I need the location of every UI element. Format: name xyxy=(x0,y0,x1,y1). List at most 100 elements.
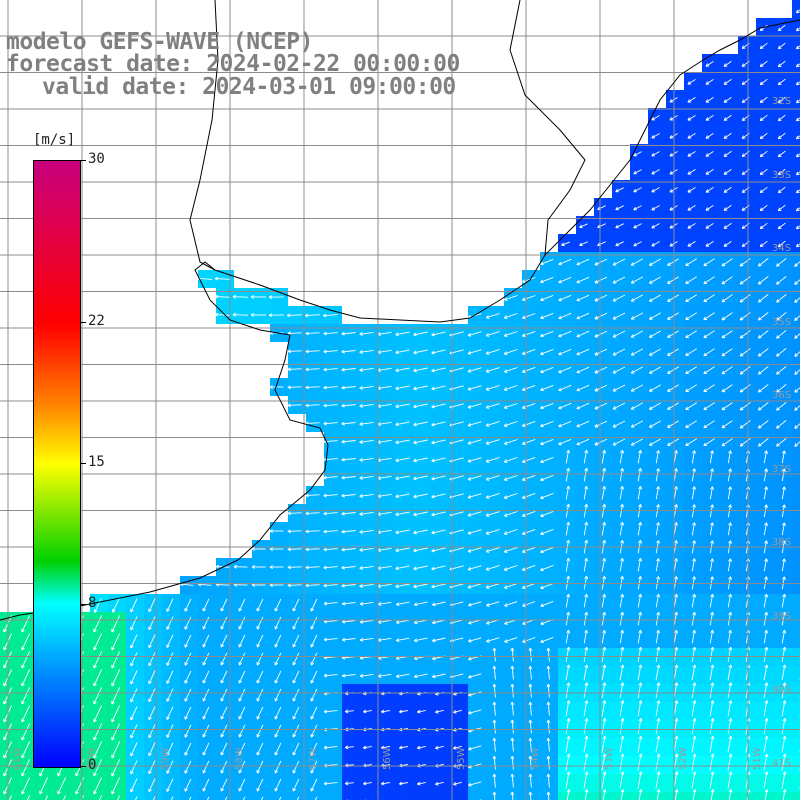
wind-speed-cell xyxy=(468,792,486,800)
wind-arrow xyxy=(202,706,210,720)
wind-arrow xyxy=(292,724,300,738)
longitude-label: 61W xyxy=(12,747,23,770)
wind-arrow xyxy=(238,724,246,738)
wind-arrow xyxy=(630,366,644,374)
wind-arrow xyxy=(485,439,500,445)
wind-arrow xyxy=(256,634,264,648)
wind-arrow xyxy=(268,313,284,318)
wind-arrow xyxy=(655,450,660,464)
wind-speed-cell xyxy=(378,792,396,800)
wind-arrow xyxy=(274,634,282,648)
wind-arrow xyxy=(431,583,446,589)
wind-arrow xyxy=(503,385,518,391)
wind-arrow xyxy=(148,760,156,775)
wind-arrow xyxy=(381,781,390,786)
wind-arrow xyxy=(709,700,715,717)
wind-arrow xyxy=(278,796,282,800)
wind-arrow xyxy=(292,634,300,648)
wind-arrow xyxy=(583,629,589,644)
wind-arrow xyxy=(565,753,571,771)
wind-arrow xyxy=(238,616,246,630)
wind-arrow xyxy=(503,331,518,337)
wind-arrow xyxy=(565,449,571,464)
wind-arrow xyxy=(685,276,697,285)
colorbar-tick-label: 22 xyxy=(88,312,105,329)
wind-arrow xyxy=(492,791,497,800)
wind-arrow xyxy=(184,724,192,738)
latitude-label: 36S xyxy=(772,390,792,401)
wind-arrow xyxy=(723,222,732,229)
wind-arrow xyxy=(521,492,536,500)
wind-arrow xyxy=(341,637,356,642)
wind-arrow xyxy=(148,634,156,649)
wind-arrow xyxy=(757,330,769,339)
wind-arrow xyxy=(238,760,246,774)
wind-arrow xyxy=(268,295,284,300)
wind-arrow xyxy=(521,564,536,572)
wind-arrow xyxy=(727,576,732,590)
wind-arrow xyxy=(673,450,678,464)
wind-speed-cell xyxy=(792,738,800,756)
wind-arrow xyxy=(485,403,500,409)
wind-arrow xyxy=(220,616,228,630)
wind-arrow xyxy=(794,261,800,267)
wind-arrow xyxy=(184,652,192,666)
wind-arrow xyxy=(709,450,714,464)
wind-speed-cell xyxy=(792,342,800,360)
wind-arrow xyxy=(363,709,372,714)
wind-arrow xyxy=(269,565,284,569)
wind-arrow xyxy=(359,637,374,642)
wind-arrow xyxy=(323,709,338,714)
longitude-label: 57W xyxy=(308,747,319,770)
wind-arrow xyxy=(709,664,715,681)
wind-arrow xyxy=(601,557,607,572)
wind-arrow xyxy=(703,366,715,375)
wind-arrow xyxy=(468,673,482,679)
wind-arrow xyxy=(612,312,626,320)
wind-arrow xyxy=(673,611,679,626)
wind-speed-cell xyxy=(792,234,800,252)
wind-arrow xyxy=(705,115,714,121)
wind-arrow xyxy=(709,593,715,608)
wind-arrow xyxy=(540,312,554,320)
wind-arrow xyxy=(721,420,733,429)
wind-arrow xyxy=(359,457,374,462)
wind-arrow xyxy=(633,241,642,247)
wind-arrow xyxy=(757,312,769,321)
wind-arrow xyxy=(781,450,786,464)
wind-arrow xyxy=(431,565,446,571)
wind-arrow xyxy=(323,547,338,552)
wind-arrow xyxy=(777,24,786,32)
wind-speed-cell xyxy=(792,36,800,54)
wind-arrow xyxy=(341,385,356,390)
wind-arrow xyxy=(395,457,410,463)
wind-arrow xyxy=(583,718,589,735)
wind-speed-cell xyxy=(450,792,468,800)
wind-arrow xyxy=(763,593,769,608)
wind-arrow xyxy=(565,700,571,717)
wind-arrow xyxy=(395,385,410,391)
wind-arrow xyxy=(687,169,696,175)
wind-arrow xyxy=(170,796,174,800)
wind-arrow xyxy=(130,706,138,721)
wind-arrow xyxy=(558,384,572,392)
wind-arrow xyxy=(558,294,572,302)
wind-arrow xyxy=(256,652,264,666)
wind-arrow xyxy=(781,700,787,717)
wind-arrow xyxy=(687,187,696,193)
wind-arrow xyxy=(27,795,31,800)
wind-arrow xyxy=(583,735,589,753)
wind-arrow xyxy=(492,737,497,752)
wind-arrow xyxy=(601,646,607,662)
wind-arrow xyxy=(148,688,156,703)
wind-arrow xyxy=(485,511,500,517)
wind-arrow xyxy=(583,557,589,572)
wind-arrow xyxy=(540,348,554,356)
wind-arrow xyxy=(540,636,554,644)
wind-arrow xyxy=(503,367,518,373)
wind-arrow xyxy=(667,384,679,392)
wind-speed-cell xyxy=(792,396,800,414)
wind-arrow xyxy=(583,682,589,699)
wind-arrow xyxy=(619,486,625,500)
